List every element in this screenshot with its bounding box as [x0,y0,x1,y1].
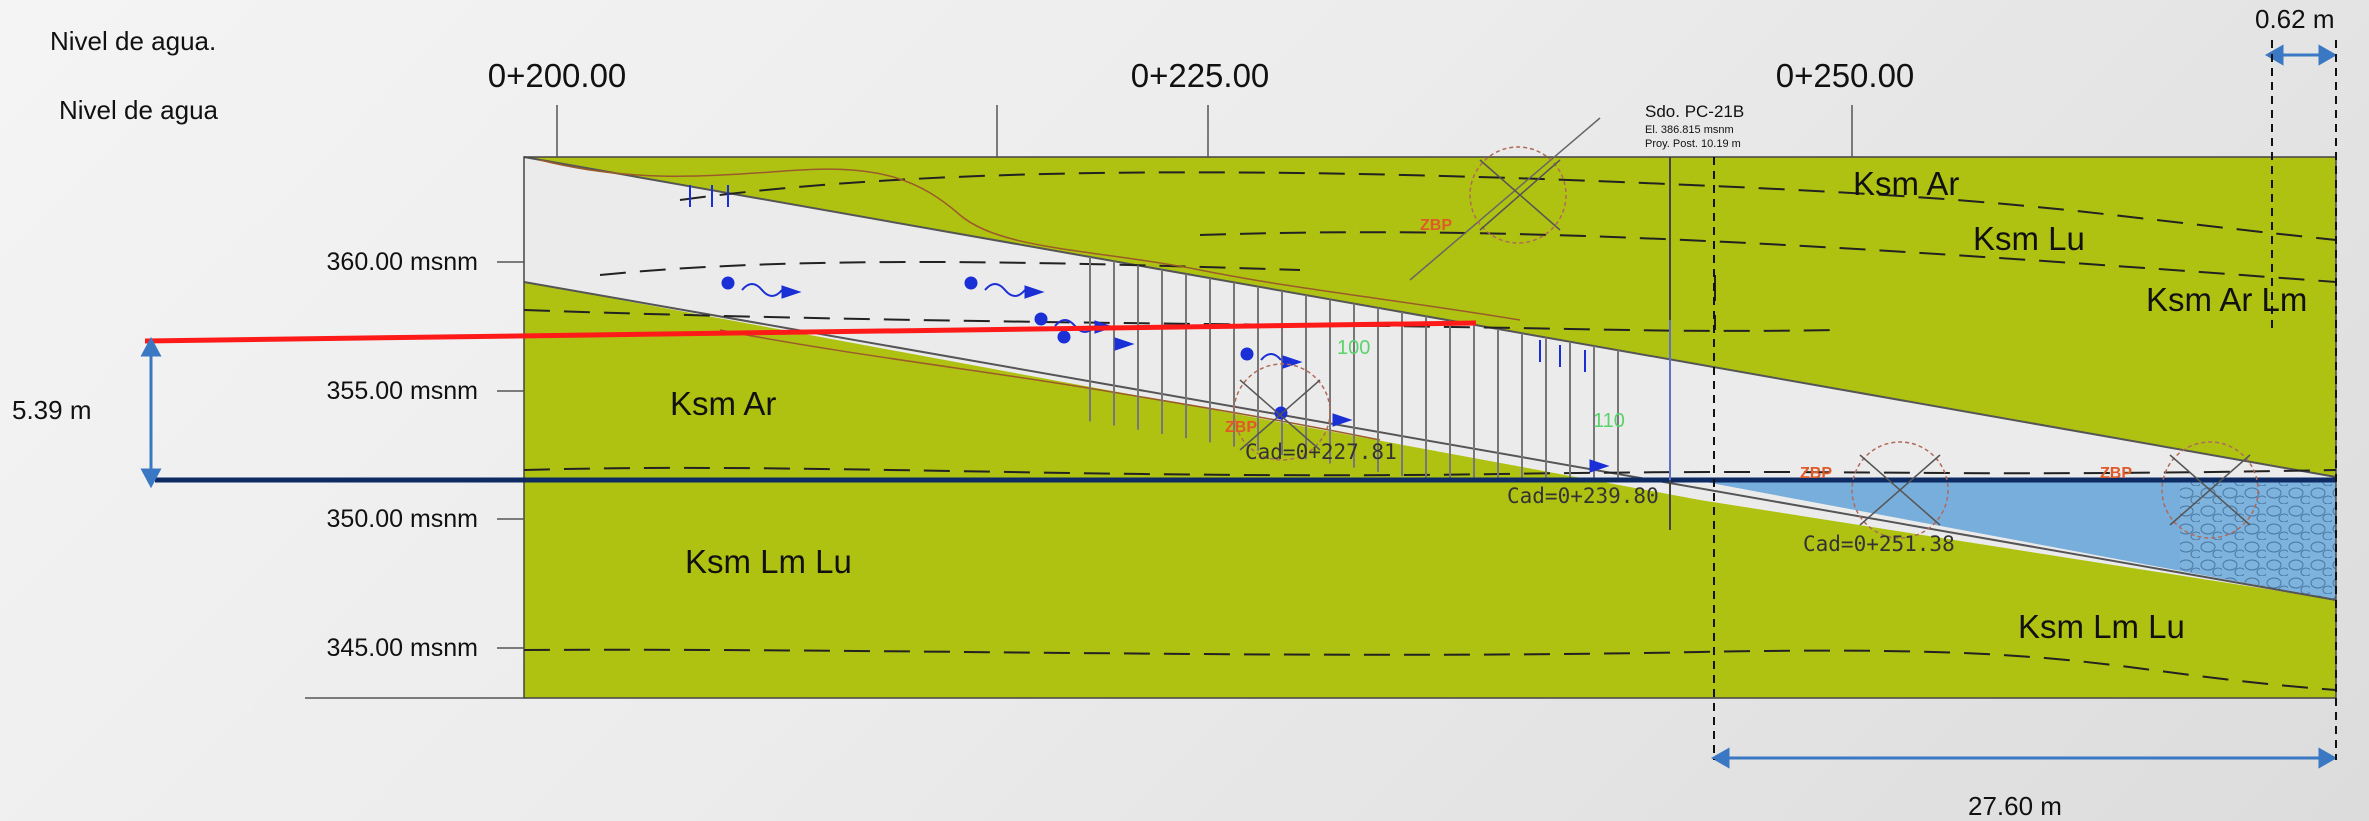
station-label-250: 0+250.00 [1776,57,1915,94]
section-frame [523,156,2337,699]
zbp-label-3: ZBP [1800,465,1832,482]
zbp-label-2: ZBP [1225,419,1257,436]
stratum-label-ksm-arlm: Ksm Ar Lm [2146,281,2307,318]
station-label-225: 0+225.00 [1131,57,1270,94]
cad-label-239: Cad=0+239.80 [1507,484,1659,508]
borehole-depth: Proy. Post. 10.19 m [1645,138,1741,150]
elevation-ticks [305,261,524,699]
borehole-elevation: El. 386.815 msnm [1645,124,1734,136]
rock-fill [2180,481,2336,600]
elevation-label-355: 355.00 msnm [327,377,478,405]
cad-label-227: Cad=0+227.81 [1245,440,1397,464]
station-label-200: 0+200.00 [488,57,627,94]
zbp-markers [1233,146,2259,539]
stratum-label-ksm-lmlu-left: Ksm Lm Lu [685,543,852,580]
legend-item-2: Nivel de agua [59,95,219,125]
stratum-label-ksm-ar-top: Ksm Ar [1853,165,1959,202]
original-ground-line [539,159,1521,321]
green-number-110: 110 [1593,410,1625,432]
slope-line-lower [523,281,2337,601]
anchor-lines [1089,256,1619,478]
borehole-name: Sdo. PC-21B [1645,102,1744,121]
stratum-label-ksm-lmlu-right: Ksm Lm Lu [2018,608,2185,645]
stratum-label-ksm-ar-left: Ksm Ar [670,385,776,422]
zbp-label-1: ZBP [1420,217,1452,234]
legend-item-1: Nivel de agua. [50,26,216,56]
dimension-top-width-label: 0.62 m [2255,4,2335,34]
high-water-line [144,320,1477,344]
dimension-extension-lines [1713,40,2337,760]
dimension-bottom-width-label: 27.60 m [1968,791,2062,821]
dimension-height-label: 5.39 m [12,395,92,425]
station-ticks [556,105,1853,157]
zbp-label-4: ZBP [2100,465,2132,482]
water-zone [1700,481,2336,600]
slope-line-upper [523,156,2337,478]
cad-label-251: Cad=0+251.38 [1803,532,1955,556]
zbp-crosses [1239,159,2251,526]
elevation-label-360: 360.00 msnm [327,248,478,276]
stratum-label-ksm-lu: Ksm Lu [1973,220,2085,257]
elevation-label-345: 345.00 msnm [327,634,478,662]
borehole-pointer [1409,117,1601,281]
dimension-lines [140,44,2338,769]
green-number-100: 100 [1337,337,1370,359]
elevation-label-350: 350.00 msnm [327,505,478,533]
